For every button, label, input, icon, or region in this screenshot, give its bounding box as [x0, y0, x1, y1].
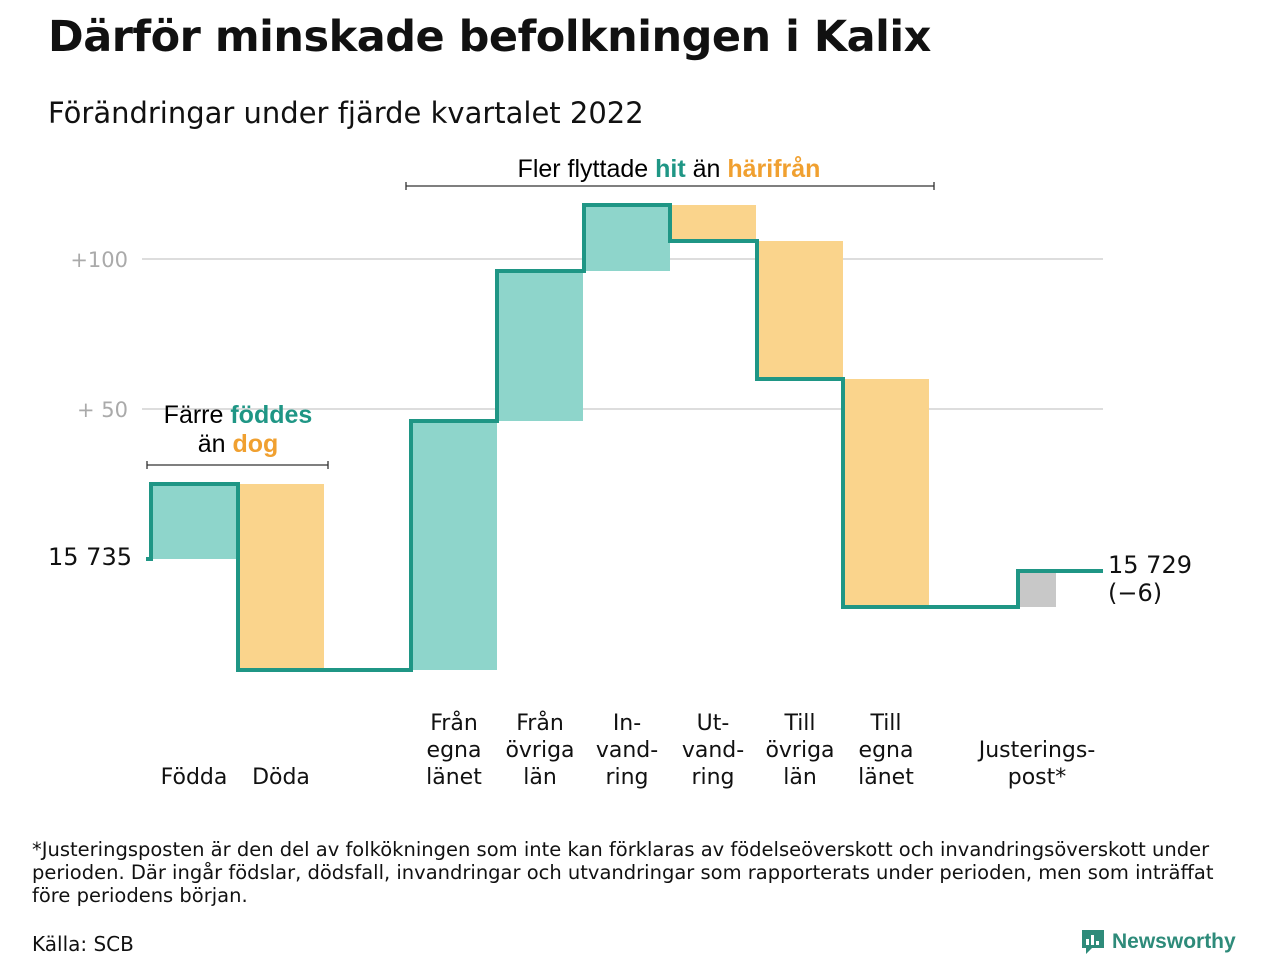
category-label: ring: [691, 765, 734, 790]
category-label: ring: [605, 765, 648, 790]
waterfall-chart: + 50+100 Födda DödaFrånegnalänetFrånövrig…: [48, 155, 1192, 790]
annotation-text: Fler flyttade: [518, 155, 656, 183]
annotation-text: än: [198, 430, 233, 458]
category-label: länet: [426, 765, 482, 790]
category-label: Från: [516, 710, 564, 736]
end-change-label: (−6): [1108, 579, 1162, 607]
chart-title: Därför minskade befolkningen i Kalix: [48, 12, 931, 62]
y-tick-label: + 50: [77, 398, 128, 422]
chart-subtitle: Förändringar under fjärde kvartalet 2022: [48, 96, 644, 130]
bar-födda: [151, 484, 237, 559]
y-tick-label: +100: [70, 248, 128, 272]
category-label: egna: [859, 738, 914, 763]
category-label: Döda: [252, 765, 310, 790]
category-label: övriga: [765, 738, 834, 763]
annotation-emphasis-dog: dog: [232, 430, 278, 458]
bar-döda: [238, 484, 324, 670]
annotation-emphasis-hit: hit: [655, 155, 686, 183]
category-label: egna: [427, 738, 482, 763]
category-label: vand-: [596, 738, 658, 763]
category-label: Födda: [161, 765, 228, 790]
category-label: Ut-: [697, 711, 730, 736]
category-label: Justerings-: [977, 738, 1096, 763]
category-label: Till: [783, 711, 815, 736]
category-label: län: [523, 765, 557, 790]
bar-utvandring: [670, 205, 756, 241]
brand-logo: Newsworthy: [1080, 928, 1236, 956]
category-label: Från: [430, 710, 478, 736]
bar-från-övriga-län: [497, 271, 583, 421]
line-layer: [146, 203, 1103, 672]
source-label: Källa: SCB: [32, 932, 134, 956]
end-value-label: 15 729: [1108, 551, 1192, 579]
category-label: Till: [869, 711, 901, 736]
grid-layer: + 50 +100: [70, 248, 1103, 422]
annotation-migration: Fler flyttade hit än härifrån: [518, 155, 821, 183]
bar-till-övriga-län: [757, 241, 843, 379]
category-label: länet: [858, 765, 914, 790]
start-value-label: 15 735: [48, 543, 132, 571]
label-layer: Födda DödaFrånegnalänetFrånövrigalänIn-va…: [161, 710, 1096, 790]
bar-invandring: [584, 205, 670, 271]
bar-justeringspost-: [1018, 571, 1056, 607]
category-label: post*: [1008, 765, 1067, 790]
cumulative-step-line: [146, 203, 1103, 672]
annotation-births-deaths-line2: än dog: [198, 430, 279, 458]
annotation-births-deaths-line1: Färre föddes: [164, 401, 313, 429]
brand-name: Newsworthy: [1112, 930, 1236, 953]
bar-från-egna-länet: [411, 421, 497, 670]
annotation-emphasis-foddes: föddes: [230, 401, 312, 429]
bar-till-egna-länet: [843, 379, 929, 607]
category-label: vand-: [682, 738, 744, 763]
category-label: In-: [613, 711, 641, 736]
footnote: *Justeringsposten är den del av folkökni…: [32, 838, 1214, 907]
bar-layer: [151, 205, 1056, 670]
annotation-text: än: [686, 155, 728, 183]
annotation-text: Färre: [164, 401, 231, 429]
bracket-births-deaths: [146, 461, 329, 469]
bracket-migration: [405, 182, 935, 190]
category-label: övriga: [505, 738, 574, 763]
category-label: län: [783, 765, 817, 790]
newsworthy-logo-icon: [1082, 930, 1104, 954]
annotation-emphasis-harifran: härifrån: [727, 155, 820, 183]
